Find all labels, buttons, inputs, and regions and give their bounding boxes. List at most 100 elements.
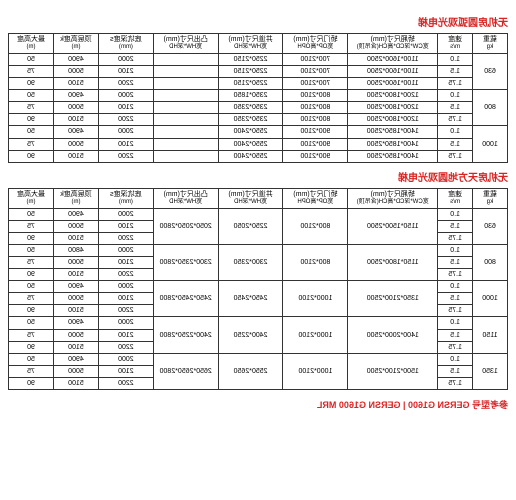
- cell: 50: [9, 281, 54, 293]
- cell: 90: [9, 78, 54, 90]
- cell: 50: [9, 208, 54, 220]
- cell-load: 800: [473, 244, 508, 280]
- cell: 2200: [98, 232, 153, 244]
- cell-speed: 1.5: [438, 65, 473, 77]
- cell: 4900: [53, 353, 98, 365]
- cell: 4900: [53, 208, 98, 220]
- h8: 顶层高度k(m): [53, 34, 98, 54]
- cell: 1500*2100*2500: [348, 353, 438, 389]
- cell: 75: [9, 257, 54, 269]
- cell: 5100: [53, 150, 98, 162]
- h2: 速度m/s: [438, 188, 473, 208]
- cell: 75: [9, 293, 54, 305]
- cell: 2550*2400: [218, 138, 283, 150]
- cell: [153, 53, 218, 65]
- cell: 2100: [98, 293, 153, 305]
- cell: 2000: [98, 90, 153, 102]
- cell: 5000: [53, 257, 98, 269]
- cell-speed: 1.75: [438, 269, 473, 281]
- cell: 5100: [53, 305, 98, 317]
- title-2: 无机房天方地圆观光电梯: [8, 169, 508, 184]
- cell: 2000: [98, 53, 153, 65]
- cell: [153, 102, 218, 114]
- cell: 75: [9, 220, 54, 232]
- cell-speed: 1.5: [438, 220, 473, 232]
- table-row: 10001.01400*1850*2500900*21002550*240020…: [9, 126, 508, 138]
- cell: 2250*2050: [218, 208, 283, 244]
- cell: 2450*2450: [218, 281, 283, 317]
- h9: 最大高度(m): [9, 34, 54, 54]
- cell: 5000: [53, 65, 98, 77]
- cell: 2000: [98, 244, 153, 256]
- cell: 4900: [53, 317, 98, 329]
- cell-speed: 1.0: [438, 244, 473, 256]
- cell: [153, 90, 218, 102]
- cell: 900*2100: [283, 150, 348, 162]
- h6: 凸出尺寸(mm)宽HW*深HD: [153, 188, 218, 208]
- cell: 2350*2350: [218, 114, 283, 126]
- cell: 800*2100: [283, 244, 348, 280]
- cell: 1400*1850*2500: [348, 138, 438, 150]
- cell: 700*2100: [283, 78, 348, 90]
- cell: 5000: [53, 138, 98, 150]
- h4: 轿门尺寸(mm)宽OP*高OPH: [283, 188, 348, 208]
- cell: [153, 78, 218, 90]
- cell: 4900: [53, 90, 98, 102]
- cell: 1000*2100: [283, 353, 348, 389]
- table-2: 载重kg 速度m/s 轿厢尺寸(mm)宽CW*深CD*高CH(含吊顶) 轿门尺寸…: [8, 188, 508, 390]
- cell: 2200: [98, 341, 153, 353]
- cell-speed: 1.0: [438, 90, 473, 102]
- cell: 2200: [98, 305, 153, 317]
- cell: 5100: [53, 114, 98, 126]
- cell-speed: 1.0: [438, 353, 473, 365]
- cell: 5100: [53, 341, 98, 353]
- cell: 5100: [53, 377, 98, 389]
- h4: 轿门尺寸(mm)宽OP*高OPH: [283, 34, 348, 54]
- cell: 90: [9, 269, 54, 281]
- cell: 2450*2450*2800: [153, 281, 218, 317]
- table-row: 13501.01500*2100*25001000*21002550*26502…: [9, 353, 508, 365]
- cell-speed: 1.75: [438, 341, 473, 353]
- table-row: 6301.01150*1500*2500800*21002250*2050205…: [9, 208, 508, 220]
- cell: 2200: [98, 150, 153, 162]
- cell: 50: [9, 353, 54, 365]
- title-1: 无机房圆弧观光电梯: [8, 14, 508, 29]
- cell: 75: [9, 102, 54, 114]
- cell-speed: 1.75: [438, 377, 473, 389]
- cell: 50: [9, 126, 54, 138]
- footer-model: 参考型号 GERSN G1600 | GERSN G1600 MRL: [8, 398, 508, 411]
- cell-speed: 1.0: [438, 53, 473, 65]
- cell: 5000: [53, 329, 98, 341]
- cell: 1100*1600*2500: [348, 65, 438, 77]
- cell: 5000: [53, 293, 98, 305]
- cell-speed: 1.75: [438, 232, 473, 244]
- h5: 井道尺寸(mm)宽HW*深HD: [218, 34, 283, 54]
- cell: [153, 114, 218, 126]
- cell: 900*2100: [283, 126, 348, 138]
- cell: 1150*1800*2500: [348, 244, 438, 280]
- cell: 2250*2150: [218, 65, 283, 77]
- cell-speed: 1.5: [438, 102, 473, 114]
- cell: 2200: [98, 377, 153, 389]
- cell: 2250*2150: [218, 53, 283, 65]
- cell: 1200*1800*2500: [348, 90, 438, 102]
- cell-speed: 1.75: [438, 114, 473, 126]
- h7: 底坑深度s(mm): [98, 34, 153, 54]
- cell: 2000: [98, 208, 153, 220]
- cell: 2550*2400: [218, 150, 283, 162]
- cell: 2350*2350: [218, 102, 283, 114]
- table-row: 10001.01350*2100*25001000*21002450*24502…: [9, 281, 508, 293]
- cell: 2300*2350: [218, 244, 283, 280]
- cell: 5100: [53, 78, 98, 90]
- cell: 4900: [53, 126, 98, 138]
- cell: 2650*2650*2800: [153, 353, 218, 389]
- cell-load: 800: [473, 90, 508, 126]
- h9: 最大高度(m): [9, 188, 54, 208]
- table-row: 1.751200*1800*2500800*21002350*235022005…: [9, 114, 508, 126]
- cell-speed: 1.0: [438, 317, 473, 329]
- cell: 1400*2000*2500: [348, 317, 438, 353]
- table-row: 1.751400*1850*2500900*21002550*240022005…: [9, 150, 508, 162]
- cell: 4800: [53, 244, 98, 256]
- cell-load: 630: [473, 53, 508, 89]
- cell-speed: 1.5: [438, 257, 473, 269]
